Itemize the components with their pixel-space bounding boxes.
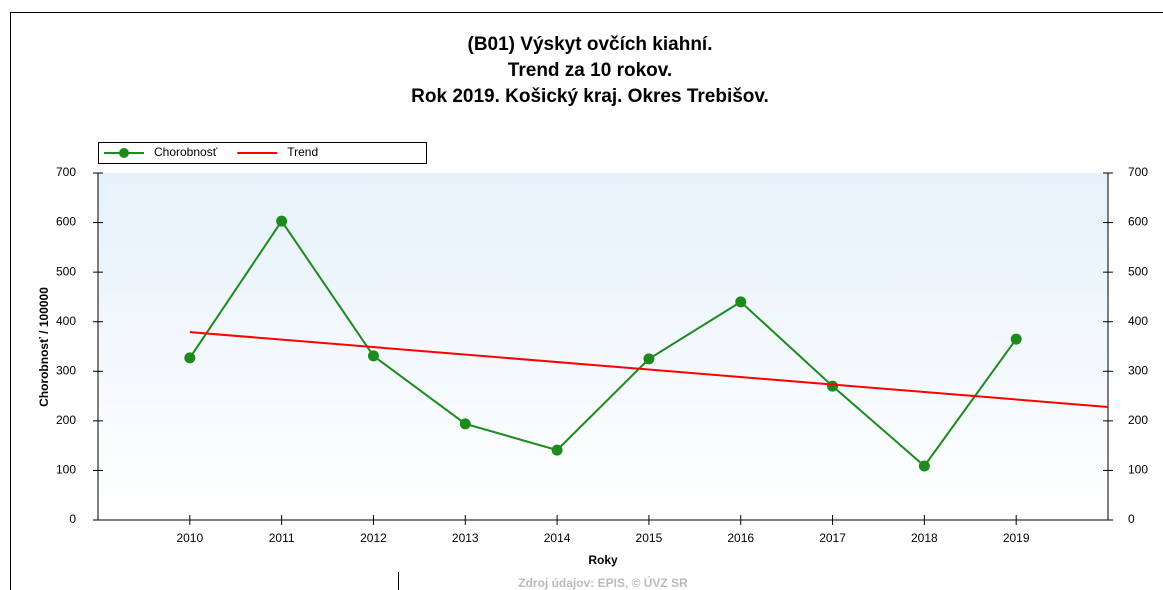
y-tick-label: 600 (1128, 215, 1148, 229)
chart-title: Trend za 10 rokov. (508, 60, 672, 81)
y-tick-label: 200 (56, 413, 76, 427)
line (188, 219, 1017, 468)
x-tick-label: 2015 (636, 531, 663, 545)
x-tick-label: 2011 (269, 531, 295, 545)
marker (643, 353, 655, 365)
y-tick-label: 200 (1128, 413, 1148, 427)
y-tick-label: 600 (56, 215, 76, 229)
y-tick-label: 700 (1128, 165, 1148, 179)
x-tick-label: 2016 (727, 531, 754, 545)
y-tick-label: 100 (1128, 463, 1148, 477)
x-tick-label: 2018 (911, 531, 938, 545)
x-tick-label: 2017 (819, 531, 846, 545)
x-tick-label: 2014 (544, 531, 571, 545)
marker (184, 352, 196, 364)
legend-label: Trend (287, 145, 318, 159)
y-tick-label: 0 (69, 512, 76, 526)
line (189, 331, 1109, 408)
x-axis-label: Roky (588, 553, 618, 567)
marker (276, 215, 288, 227)
x-tick-label: 2013 (452, 531, 479, 545)
y-tick-label: 500 (56, 264, 76, 278)
marker (827, 380, 839, 392)
y-tick-label: 300 (1128, 363, 1148, 377)
marker (551, 444, 563, 456)
y-axis-label: Chorobnosť / 100000 (37, 287, 51, 407)
x-tick-label: 2010 (176, 531, 203, 545)
x-tick-label: 2019 (1003, 531, 1030, 545)
y-tick-label: 400 (1128, 314, 1148, 328)
y-tick-label: 400 (56, 314, 76, 328)
source: Zdroj údajov: EPIS, © ÚVZ SR (518, 575, 688, 590)
marker (918, 460, 930, 472)
y-tick-label: 100 (56, 463, 76, 477)
marker (367, 350, 379, 362)
legend-marker (119, 148, 129, 158)
y-tick-label: 500 (1128, 264, 1148, 278)
x-tick-label: 2012 (360, 531, 387, 545)
legend-label: Chorobnosť (154, 145, 218, 159)
marker (1010, 333, 1022, 345)
y-tick-label: 300 (56, 363, 76, 377)
y-tick-label: 700 (56, 165, 76, 179)
y-tick-label: 0 (1128, 512, 1135, 526)
marker (735, 296, 747, 308)
chart-title: (B01) Výskyt ovčích kiahní. (468, 34, 713, 55)
plot-area (98, 173, 1108, 520)
chart-title: Rok 2019. Košický kraj. Okres Trebišov. (411, 86, 769, 107)
marker (459, 418, 471, 430)
